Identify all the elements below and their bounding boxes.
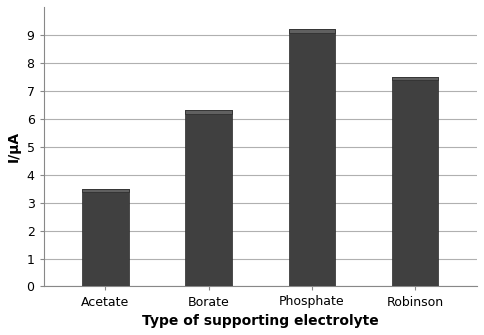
X-axis label: Type of supporting electrolyte: Type of supporting electrolyte bbox=[142, 314, 378, 328]
Bar bbox=[288, 29, 335, 286]
Y-axis label: I/μA: I/μA bbox=[7, 131, 21, 162]
Bar bbox=[82, 189, 129, 286]
FancyBboxPatch shape bbox=[185, 110, 232, 114]
FancyBboxPatch shape bbox=[288, 29, 335, 32]
Bar bbox=[185, 110, 232, 286]
FancyBboxPatch shape bbox=[392, 77, 439, 80]
FancyBboxPatch shape bbox=[82, 189, 129, 192]
Bar bbox=[392, 77, 439, 286]
